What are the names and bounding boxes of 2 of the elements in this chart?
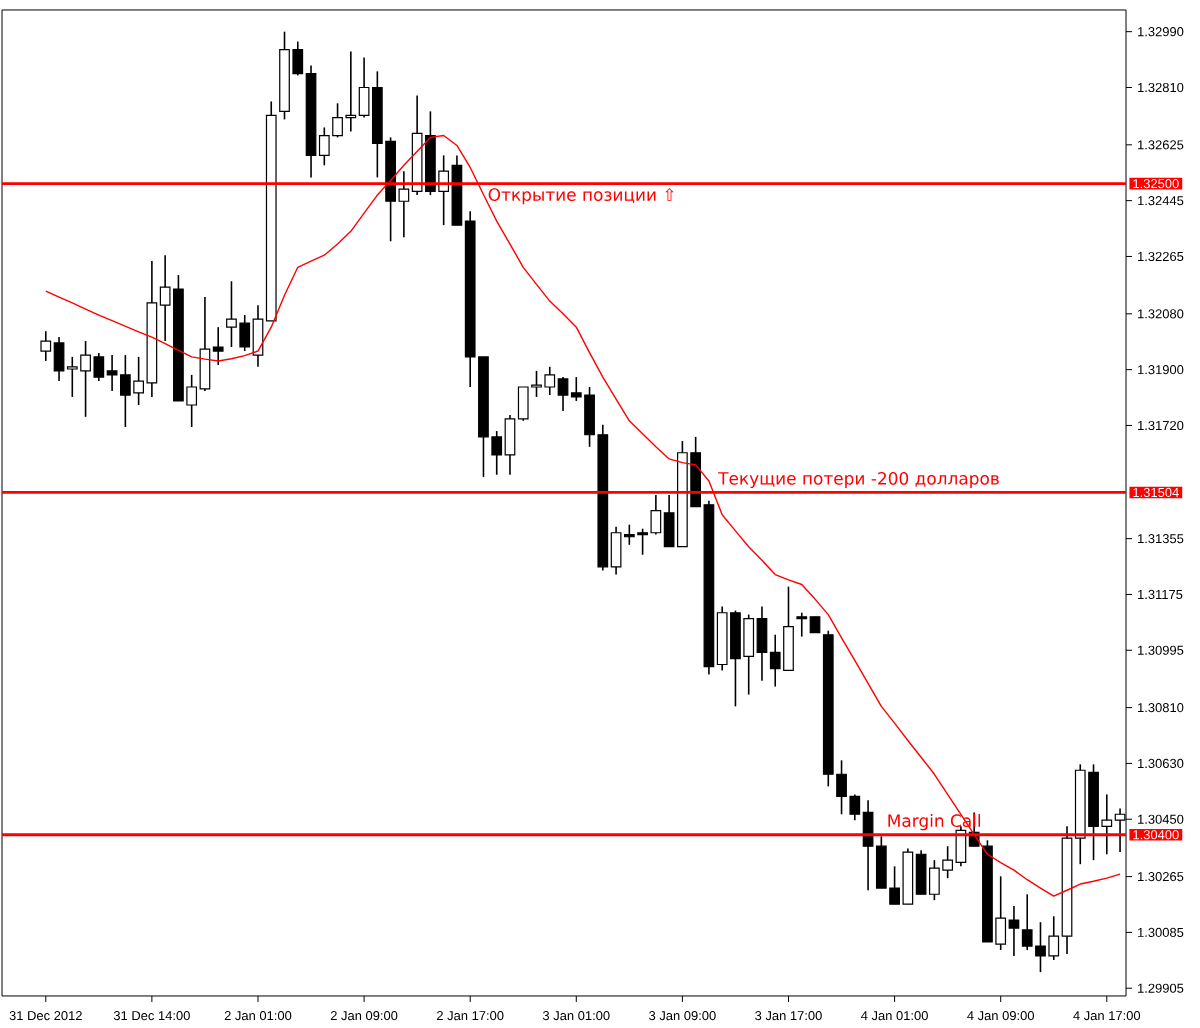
ref-line-label: Открытие позиции ⇧ — [488, 187, 674, 205]
ref-line-label: Текущие потери -200 долларов — [718, 471, 999, 489]
